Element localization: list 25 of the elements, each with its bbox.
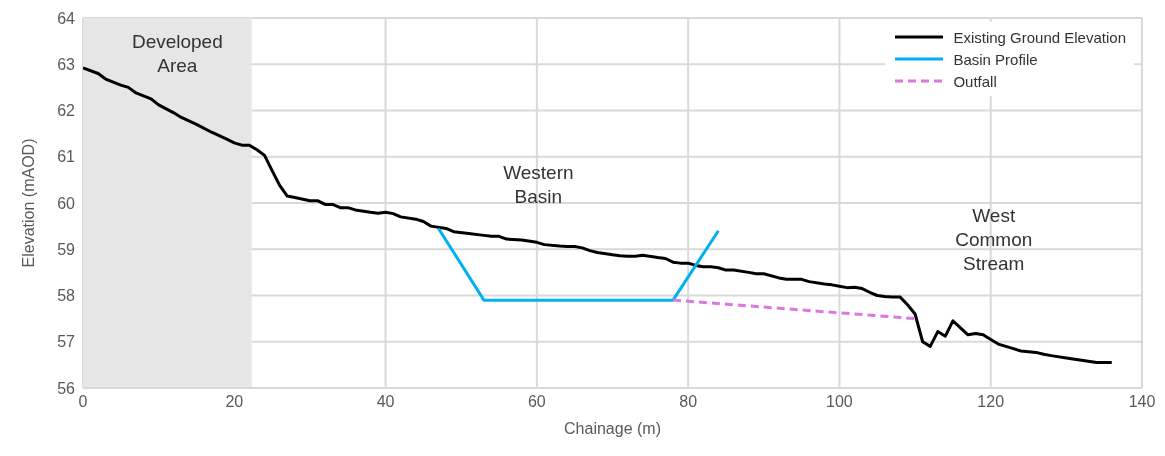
y-tick-label: 60: [57, 194, 76, 212]
y-tick-label: 62: [57, 102, 76, 120]
x-tick-label: 0: [78, 393, 88, 411]
y-tick-label: 63: [57, 55, 76, 73]
legend-label: Outfall: [953, 72, 997, 90]
y-tick-label: 57: [57, 333, 76, 351]
y-tick-label: 59: [57, 240, 76, 258]
y-axis-title: Elevation (mAOD): [19, 138, 37, 268]
annotation: West Common Stream: [955, 204, 1033, 276]
y-tick-label: 64: [57, 9, 76, 27]
x-tick-label: 100: [826, 393, 853, 411]
y-tick-label: 56: [57, 379, 76, 397]
x-tick-label: 140: [1128, 393, 1156, 411]
x-tick-label: 20: [225, 393, 244, 411]
x-tick-label: 80: [679, 393, 698, 411]
x-tick-label: 60: [527, 393, 546, 411]
x-tick-label: 40: [376, 393, 395, 411]
legend-label: Existing Ground Elevation: [953, 28, 1126, 46]
x-axis-title: Chainage (m): [564, 420, 661, 437]
y-tick-label: 61: [57, 148, 76, 166]
y-tick-label: 58: [57, 287, 76, 305]
legend-label: Basin Profile: [953, 50, 1038, 68]
annotation: Western Basin: [503, 160, 574, 209]
band-label: Developed Area: [131, 31, 223, 76]
x-tick-label: 120: [977, 393, 1005, 411]
